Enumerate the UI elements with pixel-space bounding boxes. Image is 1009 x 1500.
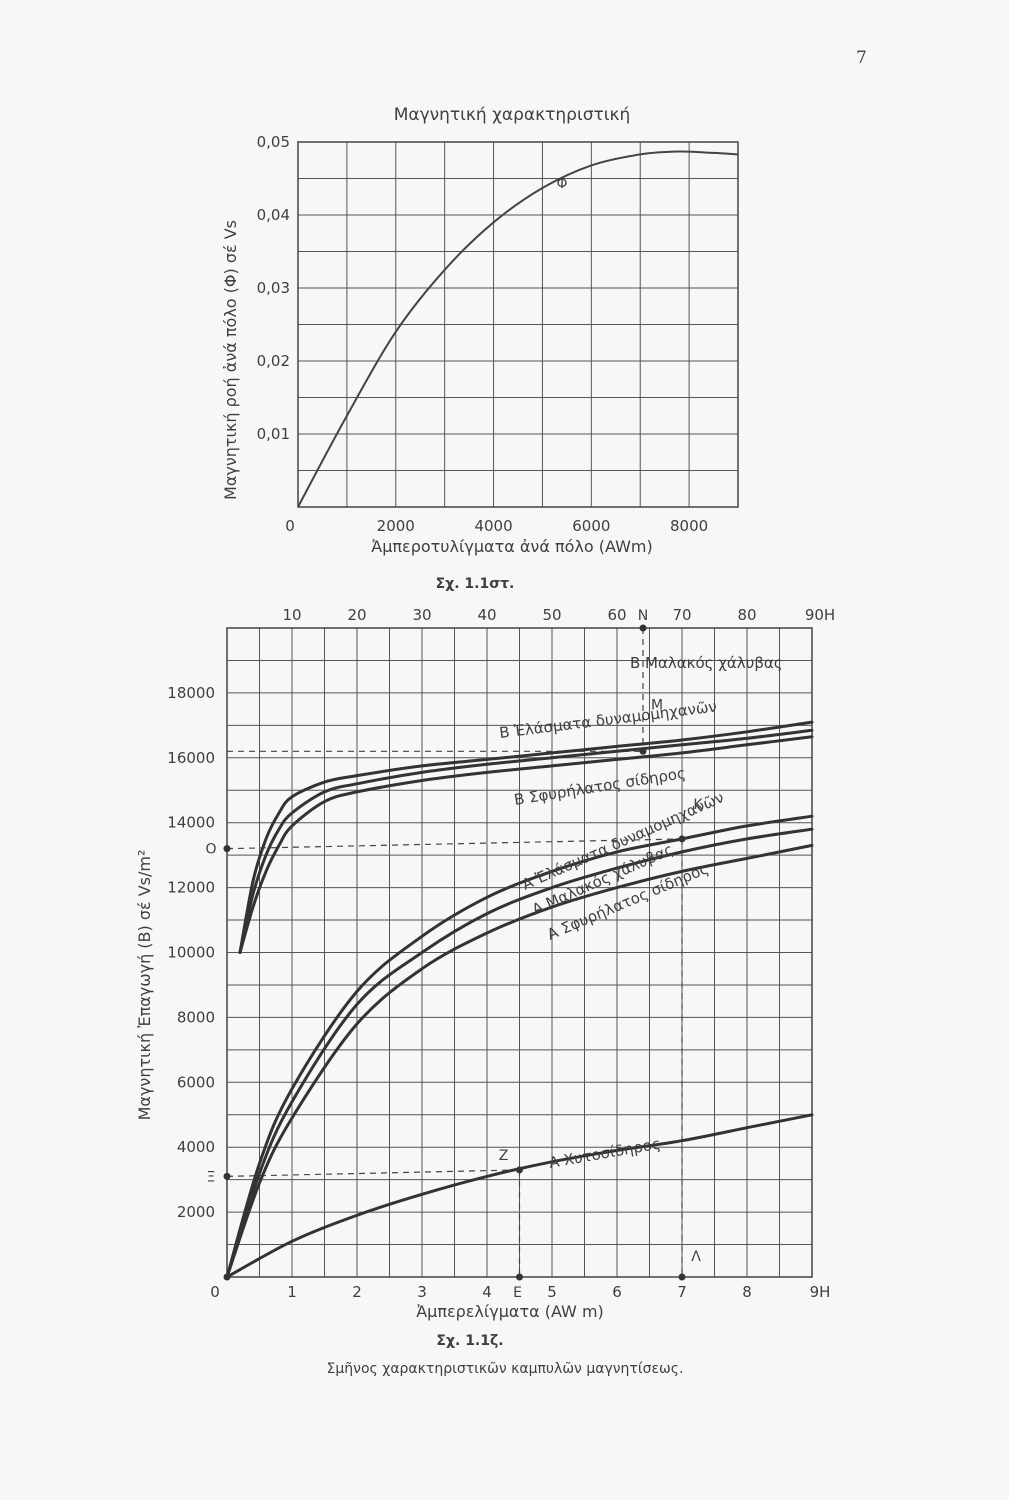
x-top-tick-label: 90H bbox=[805, 606, 835, 624]
series-line bbox=[225, 814, 814, 1279]
annotation-label: O bbox=[205, 842, 216, 858]
x-bottom-tick-label: 9H bbox=[810, 1283, 831, 1301]
series-line bbox=[238, 720, 814, 954]
y-axis-label: Μαγνητική Ἐπαγωγή (B) σέ Vs/m² bbox=[135, 850, 154, 1121]
x-top-tick-label: 10 bbox=[282, 606, 301, 624]
series-line bbox=[225, 843, 814, 1279]
x-top-tick-label: 60 bbox=[607, 606, 626, 624]
annotation-label: Ξ bbox=[207, 1169, 216, 1185]
y-tick-label: 2000 bbox=[177, 1203, 215, 1221]
y-tick-label: 8000 bbox=[177, 1008, 215, 1026]
y-tick-label: 14000 bbox=[167, 814, 215, 832]
series-label: Φ bbox=[556, 176, 567, 192]
annotation-label: Ε bbox=[513, 1285, 522, 1301]
series-label: B Σφυρήλατος σίδηρος bbox=[513, 764, 687, 809]
x-bottom-tick-label: 2 bbox=[352, 1283, 362, 1301]
figure-caption: Σχ. 1.1ζ. bbox=[436, 1333, 503, 1349]
series-line bbox=[225, 827, 814, 1279]
series-label: B Μαλακός χάλυβας bbox=[630, 654, 783, 672]
x-bottom-tick-label: 5 bbox=[547, 1283, 557, 1301]
series-line bbox=[238, 728, 814, 954]
y-axis-label: Μαγνητική ροή ἀνά πόλο (Φ) σέ Vs bbox=[221, 220, 240, 500]
x-axis-label: Ἀμπεροτυλίγματα ἀνά πόλο (AWm) bbox=[371, 537, 652, 556]
annotation-label: Z bbox=[499, 1148, 509, 1164]
figure-subcaption: Σμῆνος χαρακτηριστικῶν καμπυλῶν μαγνητίσ… bbox=[327, 1361, 684, 1377]
x-top-tick-label: 70 bbox=[672, 606, 691, 624]
x-tick-label: 4000 bbox=[474, 517, 512, 535]
series-group bbox=[225, 720, 814, 1279]
x-bottom-tick-label: 6 bbox=[612, 1283, 622, 1301]
reference-line bbox=[226, 1169, 520, 1178]
x-bottom-tick-label: 1 bbox=[287, 1283, 297, 1301]
y-tick-label: 12000 bbox=[167, 879, 215, 897]
x-bottom-tick-label: 7 bbox=[677, 1283, 687, 1301]
chart-grid bbox=[297, 141, 739, 508]
marker-dot bbox=[223, 1172, 231, 1180]
series-label: B Ἐλάσματα δυναμομηχανῶν bbox=[498, 697, 717, 742]
y-tick-label: 16000 bbox=[167, 749, 215, 767]
page-number: 7 bbox=[856, 48, 867, 68]
x-top-tick-label: 30 bbox=[412, 606, 431, 624]
flux-characteristic-chart: Μαγνητική χαρακτηριστική 0 2000 4000 6000 80… bbox=[221, 105, 739, 592]
y-tick-label: 4000 bbox=[177, 1138, 215, 1156]
y-tick-label: 0,04 bbox=[257, 206, 290, 224]
y-tick-label: 0,05 bbox=[257, 133, 290, 151]
y-tick-label: 0,01 bbox=[257, 425, 290, 443]
tick-labels: 0 2000 4000 6000 8000 0,01 0,02 0,03 0,04 0,05 bbox=[257, 133, 709, 535]
x-bottom-tick-label: 8 bbox=[742, 1283, 752, 1301]
tick-labels: 0 1 2 3 4 5 6 7 8 9H 10 20 30 40 50 60 70 80 90H 2000 4000 60… bbox=[167, 606, 835, 1301]
marker-dot bbox=[639, 747, 647, 755]
figure-caption: Σχ. 1.1στ. bbox=[436, 576, 515, 592]
x-tick-label: 0 bbox=[285, 517, 295, 535]
marker-dot bbox=[516, 1166, 523, 1174]
marker-dot bbox=[678, 1273, 686, 1281]
point-annotations: N M O K Ξ Z Ε Λ bbox=[205, 608, 703, 1301]
x-bottom-tick-label: 0 bbox=[210, 1283, 220, 1301]
series-line bbox=[238, 735, 814, 954]
reference-line bbox=[226, 838, 683, 850]
series-label: A Χυτοσίδηρος bbox=[548, 1135, 662, 1172]
marker-dot bbox=[223, 845, 231, 853]
x-top-tick-label: 80 bbox=[737, 606, 756, 624]
annotation-label: Λ bbox=[691, 1249, 701, 1265]
annotation-label: M bbox=[651, 697, 663, 713]
annotation-label: N bbox=[638, 608, 648, 624]
marker-dot bbox=[639, 624, 647, 632]
x-bottom-tick-label: 4 bbox=[482, 1283, 492, 1301]
y-tick-label: 18000 bbox=[167, 684, 215, 702]
x-top-tick-label: 40 bbox=[477, 606, 496, 624]
x-axis-label: Ἀμπερελίγματα (AW m) bbox=[416, 1302, 604, 1321]
magnetization-curves-chart: 0 1 2 3 4 5 6 7 8 9H 10 20 30 40 50 60 70 80 90H 2000 4000 60… bbox=[135, 606, 835, 1377]
plot-frame bbox=[297, 141, 739, 508]
chart-title: Μαγνητική χαρακτηριστική bbox=[394, 105, 631, 125]
y-tick-label: 0,02 bbox=[257, 352, 290, 370]
marker-dot bbox=[223, 1273, 231, 1281]
x-top-tick-label: 50 bbox=[542, 606, 561, 624]
y-tick-label: 6000 bbox=[177, 1073, 215, 1091]
x-tick-label: 8000 bbox=[670, 517, 708, 535]
annotation-label: K bbox=[693, 797, 703, 813]
series-line bbox=[297, 150, 739, 508]
marker-dot bbox=[678, 835, 686, 843]
chart-grid bbox=[226, 627, 813, 1278]
series-group: Φ bbox=[297, 150, 739, 508]
x-tick-label: 6000 bbox=[572, 517, 610, 535]
marker-dot bbox=[516, 1273, 523, 1281]
y-tick-label: 10000 bbox=[167, 944, 215, 962]
x-top-tick-label: 20 bbox=[347, 606, 366, 624]
x-bottom-tick-label: 3 bbox=[417, 1283, 427, 1301]
y-tick-label: 0,03 bbox=[257, 279, 290, 297]
x-tick-label: 2000 bbox=[377, 517, 415, 535]
